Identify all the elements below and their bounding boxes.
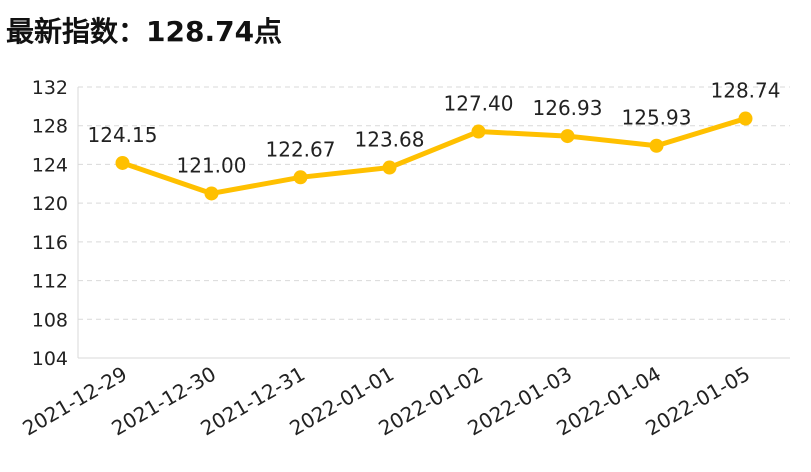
data-point: [471, 124, 486, 139]
y-tick-label: 112: [32, 271, 68, 293]
data-point: [293, 170, 308, 185]
data-labels: 124.15 121.00 122.67 123.68 127.40 126.93 125.…: [88, 79, 781, 178]
y-tick-label: 104: [32, 348, 68, 370]
data-point: [115, 155, 130, 170]
x-axis-ticks: 2021-12-292021-12-302021-12-312022-01-01…: [18, 362, 754, 441]
data-label: 122.67: [266, 137, 336, 161]
y-tick-label: 128: [32, 116, 68, 138]
gridlines: [77, 86, 790, 359]
data-point: [738, 111, 753, 126]
data-label: 125.93: [622, 106, 692, 130]
y-tick-label: 132: [32, 77, 68, 99]
data-label: 128.74: [711, 79, 781, 103]
y-tick-label: 108: [32, 309, 68, 331]
data-label: 124.15: [88, 123, 158, 147]
chart-title: 最新指数：128.74点: [6, 15, 283, 48]
data-points: [115, 111, 753, 201]
index-series-line: [120, 116, 748, 196]
data-label: 121.00: [177, 153, 247, 177]
data-label: 126.93: [533, 96, 603, 120]
y-tick-label: 116: [32, 232, 68, 254]
data-point: [649, 138, 664, 153]
data-label: 123.68: [355, 128, 425, 152]
data-point: [560, 129, 575, 144]
data-point: [382, 160, 397, 175]
data-label: 127.40: [444, 92, 514, 116]
series-line: [120, 116, 748, 196]
y-axis-ticks: 104 108 112 116 120 124 128 132: [32, 77, 68, 370]
data-point: [204, 186, 219, 201]
y-tick-label: 124: [32, 154, 68, 176]
y-tick-label: 120: [32, 193, 68, 215]
